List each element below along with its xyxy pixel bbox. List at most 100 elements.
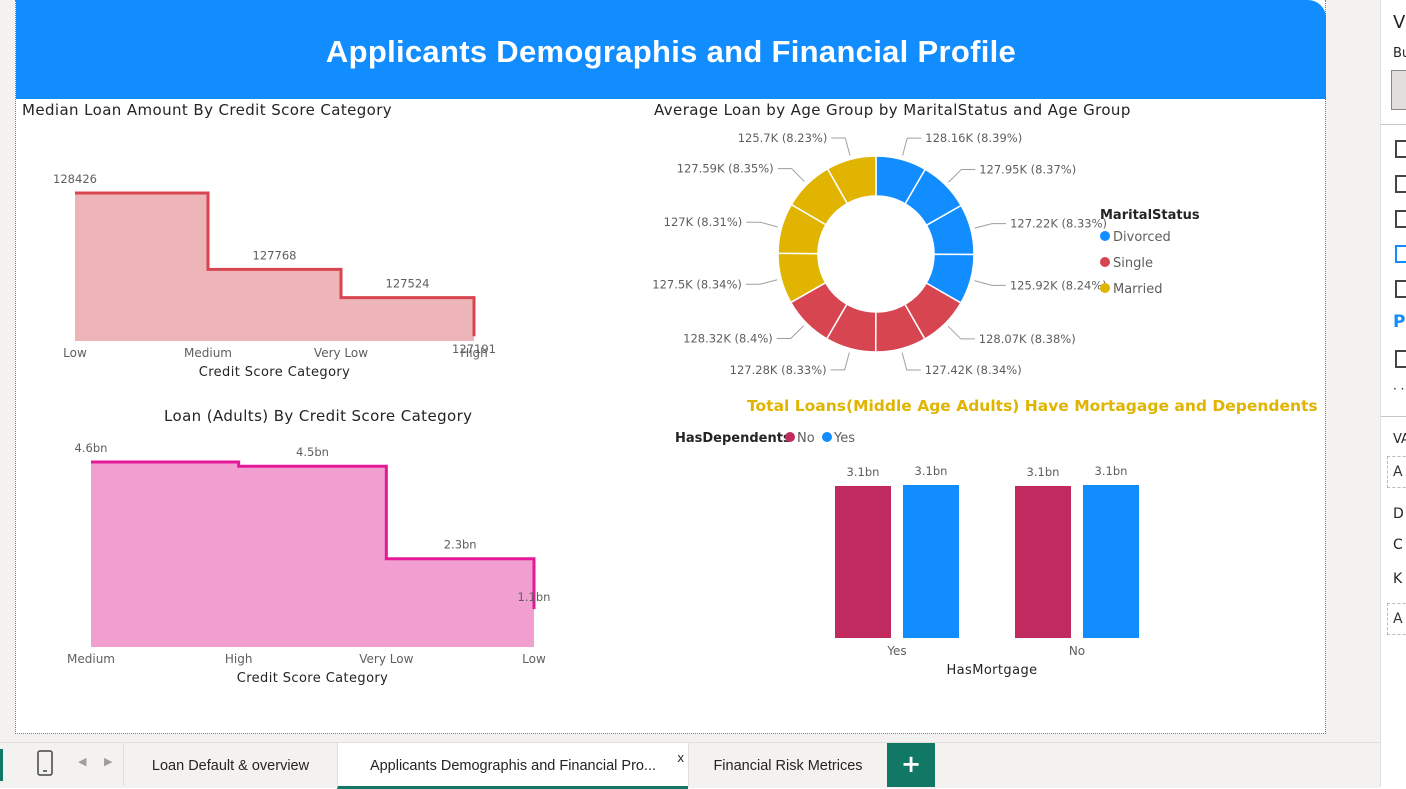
donut-data-label: 127.59K (8.35%) [677, 162, 774, 176]
bar-no[interactable] [1015, 486, 1071, 638]
drill-label: D [1393, 506, 1404, 522]
pane-divider-2 [1381, 416, 1406, 417]
bar-data-label: 3.1bn [915, 464, 948, 478]
loan_adults-x-tick: High [225, 652, 253, 666]
donut-leader-line [974, 280, 1006, 286]
donut-leader-line [947, 325, 975, 340]
avg-loan-donut-chart[interactable]: 128.16K (8.39%) 127.95K (8.37%) 127.22K (8… [0, 0, 1380, 742]
pane-divider [1381, 124, 1406, 125]
build-visual-button[interactable] [1391, 70, 1406, 110]
loan-adults-chart[interactable]: 4.6bn Medium 4.5bn High 2.3bn Very Low 1.1bn Lo… [0, 0, 1380, 742]
bar-data-label: 3.1bn [1095, 464, 1128, 478]
avg-loan-donut-title: Average Loan by Age Group by MaritalStat… [654, 101, 1131, 119]
card-icon[interactable] [1395, 280, 1406, 298]
median_loan-data-label: 127191 [452, 342, 496, 356]
donut-leader-line [746, 221, 778, 228]
bar-x-tick: No [1069, 644, 1085, 658]
tab-scroll-left-icon[interactable]: ◀ [78, 755, 87, 768]
legend-item-married[interactable]: Married [1113, 282, 1163, 297]
table-icon[interactable] [1395, 245, 1406, 263]
donut-leader-line [830, 352, 850, 371]
loan_adults-data-label: 1.1bn [518, 590, 551, 604]
build-visual-label: Bu [1393, 46, 1406, 61]
bar-yes[interactable] [1083, 485, 1139, 638]
bar-legend-title: HasDependents [675, 431, 791, 446]
loan_adults-data-label: 4.5bn [296, 445, 329, 459]
donut-legend-title: MaritalStatus [1100, 208, 1200, 223]
loan_adults-step-line [91, 460, 536, 610]
tab-applicants-label: Applicants Demographis and Financial Pro… [369, 758, 657, 774]
python-visual-icon[interactable]: P [1393, 312, 1406, 332]
bar-x-tick: Yes [886, 644, 906, 658]
donut-data-label: 127K (8.31%) [664, 215, 743, 229]
stacked-bar-icon[interactable] [1395, 140, 1406, 158]
median_loan-data-label: 127768 [253, 248, 297, 262]
median_loan-x-tick: High [460, 346, 488, 360]
legend-marker-divorced [1100, 231, 1110, 241]
tab-close-icon[interactable]: x [677, 750, 685, 765]
mobile-layout-icon[interactable] [36, 750, 56, 778]
report-icon[interactable] [1395, 350, 1406, 368]
loan_adults-data-label: 2.3bn [444, 538, 477, 552]
donut-data-label: 128.07K (8.38%) [979, 332, 1076, 346]
values-well[interactable]: A [1387, 456, 1406, 488]
donut-data-label: 127.28K (8.33%) [730, 363, 827, 377]
median-loan-chart-title: Median Loan Amount By Credit Score Categ… [22, 101, 393, 119]
median-loan-chart[interactable]: 128426 Low 127768 Medium 127524 Very Low 12719… [0, 0, 1380, 742]
donut-data-label: 125.7K (8.23%) [738, 131, 828, 145]
bar-data-label: 3.1bn [847, 465, 880, 479]
donut-leader-line [777, 168, 805, 182]
bar-x-axis-title: HasMortgage [947, 663, 1038, 678]
area-chart-icon[interactable] [1395, 210, 1406, 228]
report-canvas: Applicants Demographis and Financial Pro… [0, 0, 1380, 742]
loan_adults-data-label: 4.6bn [75, 441, 108, 455]
donut-data-label: 127.95K (8.37%) [979, 163, 1076, 177]
tab-scroll-right-icon[interactable]: ▶ [104, 755, 113, 768]
legend-item-divorced[interactable]: Divorced [1113, 230, 1171, 245]
loan-adults-chart-title: Loan (Adults) By Credit Score Category [164, 407, 473, 425]
bar-legend-marker-yes [822, 432, 832, 442]
tab-financial-risk-metrices[interactable]: Financial Risk Metrices [688, 743, 887, 786]
median_loan-data-label: 128426 [53, 172, 97, 186]
page-title: Applicants Demographis and Financial Pro… [325, 34, 1017, 69]
drillthrough-well-text: A [1393, 611, 1403, 627]
more-visuals-icon[interactable]: · · [1393, 382, 1405, 396]
legend-marker-married [1100, 283, 1110, 293]
loan_adults-area-fill [91, 462, 534, 647]
median_loan-x-tick: Medium [184, 346, 232, 360]
bar-no[interactable] [835, 486, 891, 638]
median_loan-x-tick: Very Low [314, 346, 368, 360]
cross-report-label: C [1393, 537, 1403, 553]
donut-leader-line [776, 325, 804, 339]
donut-data-label: 125.92K (8.24%) [1010, 278, 1107, 292]
median_loan-x-axis-title: Credit Score Category [199, 365, 351, 380]
donut-leader-line [745, 279, 778, 285]
median_loan-x-tick: Low [63, 346, 87, 360]
pane-title: Vi [1393, 12, 1406, 33]
total-loans-bar-chart[interactable]: HasDependents No Yes 3.1bn 3.1bn Yes 3.1bn 3.1b… [0, 0, 1380, 742]
donut-data-label: 128.16K (8.39%) [925, 131, 1022, 145]
bar-legend-item-yes[interactable]: Yes [833, 431, 855, 446]
values-well-text: A [1393, 464, 1403, 480]
legend-marker-single [1100, 257, 1110, 267]
page-tab-bar: ◀ ▶ Loan Default & overview Applicants D… [0, 742, 1380, 789]
median_loan-step-line [75, 191, 476, 337]
line-chart-icon[interactable] [1395, 175, 1406, 193]
add-page-button[interactable]: + [887, 743, 935, 787]
bar-yes[interactable] [903, 485, 959, 638]
tab-loan-default-overview[interactable]: Loan Default & overview [123, 743, 337, 786]
tab-applicants-demographics[interactable]: Applicants Demographis and Financial Pro… [337, 743, 688, 789]
drillthrough-well[interactable]: A [1387, 603, 1406, 635]
keep-filters-label: K [1393, 571, 1403, 587]
bar-legend-item-no[interactable]: No [797, 431, 815, 446]
donut-leader-line [948, 169, 976, 183]
loan_adults-x-axis-title: Credit Score Category [237, 671, 389, 686]
legend-item-single[interactable]: Single [1113, 256, 1153, 271]
donut-leader-line [831, 137, 851, 156]
donut-leader-line [901, 352, 921, 371]
donut-leader-line [902, 137, 922, 156]
donut-slice-married[interactable] [826, 155, 877, 205]
bar-legend-marker-no [785, 432, 795, 442]
title-banner: Applicants Demographis and Financial Pro… [16, 0, 1326, 99]
bar-data-label: 3.1bn [1027, 465, 1060, 479]
